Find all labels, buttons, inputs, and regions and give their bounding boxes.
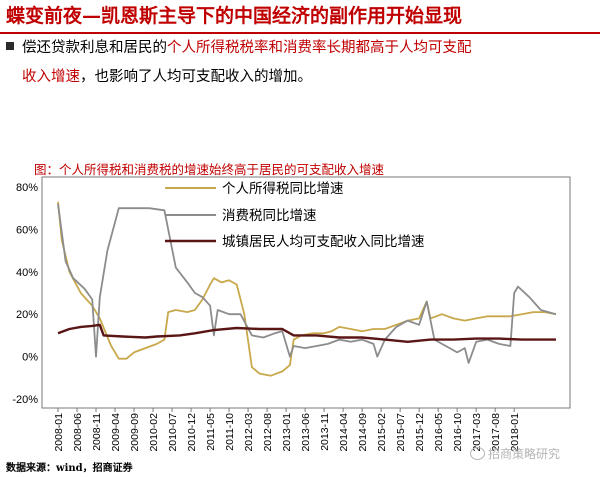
x-axis: 2008-01 2008-06 2008-11 2009-04 2009-09 2010-… <box>53 408 521 452</box>
x-tick-label: 2015-12 <box>414 413 426 452</box>
y-tick-label: 0% <box>22 352 38 364</box>
watermark-text: 招商策略研究 <box>488 447 561 461</box>
series-line-3 <box>57 323 556 343</box>
x-tick-label: 2015-02 <box>376 413 388 452</box>
x-tick-label: 2016-10 <box>452 413 464 452</box>
wechat-icon <box>470 447 485 460</box>
title-divider <box>0 32 600 34</box>
watermark: 招商策略研究 <box>470 445 560 462</box>
series-line-2 <box>57 203 557 364</box>
y-axis: 80% 60% 40% 20% 0% -20% <box>12 182 38 406</box>
x-tick-label: 2013-06 <box>300 413 312 452</box>
x-tick-label: 2010-02 <box>148 413 160 452</box>
x-tick-label: 2011-05 <box>205 413 217 451</box>
x-tick-label: 2010-12 <box>186 413 198 452</box>
x-tick-label: 2018-01 <box>509 413 521 452</box>
legend-label-1: 个人所得税同比增速 <box>222 180 344 197</box>
x-tick-label: 2015-07 <box>395 413 407 452</box>
x-tick-label: 2012-03 <box>243 413 255 452</box>
bullet-paragraph: 偿还贷款利息和居民的个人所得税税率和消费率长期都高于人均可支配收入增速，也影响了… <box>22 34 590 92</box>
x-tick-label: 2013-11 <box>319 413 331 451</box>
x-tick-label: 2013-01 <box>281 413 293 452</box>
x-tick-label: 2012-08 <box>262 413 274 452</box>
legend-label-3: 城镇居民人均可支配收入同比增速 <box>222 234 425 250</box>
y-tick-label: -20% <box>12 394 38 406</box>
bullet-text-highlight-2: 收入增速 <box>22 69 80 85</box>
series-line-1 <box>57 201 557 377</box>
bullet-text-plain: 偿还贷款利息和居民的 <box>22 40 167 56</box>
figure-caption: 图：个人所得税和消费税的增速始终高于居民的可支配收入增速 <box>34 162 385 177</box>
plot-area-frame <box>41 176 571 409</box>
data-source-note: 数据来源：wind，招商证券 <box>6 463 133 474</box>
x-tick-label: 2011-10 <box>224 413 236 451</box>
x-tick-label: 2008-01 <box>53 413 65 452</box>
x-tick-label: 2008-11 <box>91 413 103 451</box>
x-tick-label: 2009-09 <box>129 413 141 452</box>
x-tick-label: 2010-07 <box>167 413 179 452</box>
x-tick-label: 2017-08 <box>490 413 502 452</box>
bullet-square-icon <box>6 42 14 50</box>
x-tick-label: 2009-04 <box>110 413 122 452</box>
y-tick-label: 60% <box>16 224 38 236</box>
y-tick-label: 20% <box>16 309 38 321</box>
series-layer <box>57 201 557 377</box>
x-tick-label: 2014-09 <box>357 413 369 452</box>
x-tick-label: 2016-05 <box>433 413 445 452</box>
y-tick-label: 80% <box>16 182 38 194</box>
x-tick-label: 2017-03 <box>471 413 483 452</box>
bullet-text-highlight: 个人所得税税率和消费率长期都高于人均可支配 <box>167 40 472 56</box>
bullet-text-plain-2: ，也影响了人均可支配收入的增加。 <box>80 69 312 85</box>
x-tick-label: 2014-04 <box>338 413 350 452</box>
slide-title: 蝶变前夜—凯恩斯主导下的中国经济的副作用开始显现 <box>6 5 463 27</box>
y-tick-label: 40% <box>16 267 38 279</box>
legend-label-2: 消费税同比增速 <box>222 208 317 224</box>
x-tick-label: 2008-06 <box>72 413 84 452</box>
